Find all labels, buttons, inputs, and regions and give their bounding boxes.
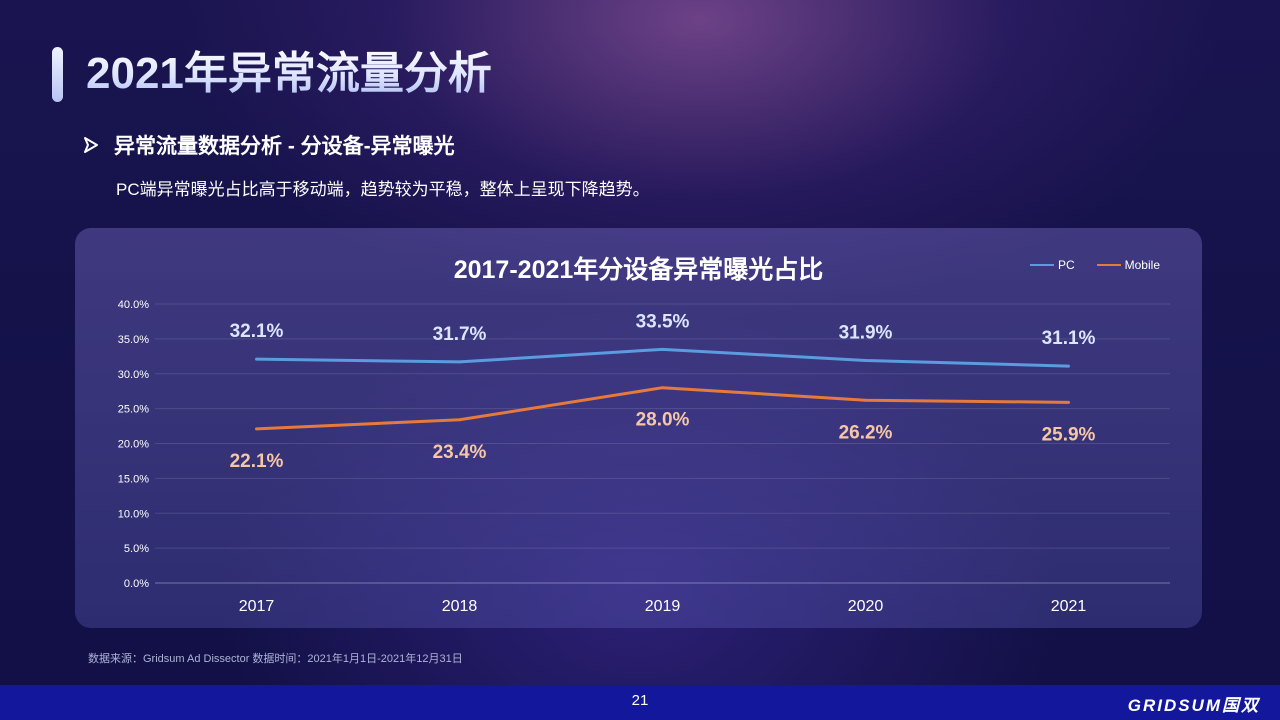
data-source-note: 数据来源：Gridsum Ad Dissector 数据时间：2021年1月1日… (88, 653, 463, 665)
chart-title: 2017-2021年分设备异常曝光占比 (453, 256, 824, 284)
data-point-pc (255, 357, 258, 361)
x-tick-label: 2017 (239, 598, 275, 615)
y-tick-label: 10.0% (118, 508, 149, 520)
line-chart: 0.0% 5.0% 10.0% 15.0% 20.0% 25.0% 30.0% 35.0% 40… (118, 299, 1170, 615)
legend-item-pc: PC (1029, 258, 1075, 272)
data-label-mobile: 26.2% (839, 422, 893, 443)
subhead-text: 异常流量数据分析 - 分设备-异常曝光 (114, 135, 455, 158)
data-point-pc (458, 360, 461, 364)
data-label-mobile: 23.4% (433, 442, 487, 463)
footer-bar: 21 GRIDSUM国双 (0, 685, 1280, 720)
x-tick-label: 2020 (848, 598, 884, 615)
page-title: 2021年异常流量分析 (86, 46, 492, 102)
y-tick-label: 40.0% (118, 299, 149, 311)
chart-legend: PC Mobile (1029, 258, 1160, 272)
legend-label-mobile: Mobile (1124, 258, 1160, 272)
data-point-pc (661, 347, 664, 351)
y-tick-label: 20.0% (118, 439, 149, 451)
legend-item-mobile: Mobile (1096, 258, 1160, 272)
y-tick-label: 25.0% (118, 404, 149, 416)
y-tick-label: 35.0% (118, 334, 149, 346)
data-label-pc: 31.1% (1042, 328, 1096, 349)
x-tick-label: 2019 (645, 598, 681, 615)
data-point-mobile (661, 386, 664, 390)
chart-panel: 2017-2021年分设备异常曝光占比 PC Mobile 0.0% 5.0% 10… (75, 228, 1202, 628)
data-point-mobile (864, 398, 867, 402)
legend-swatch-pc (1029, 264, 1054, 266)
data-label-mobile: 28.0% (636, 410, 690, 431)
data-point-pc (864, 358, 867, 362)
title-accent-bar (52, 47, 63, 102)
y-tick-label: 5.0% (124, 543, 149, 555)
legend-swatch-mobile (1096, 264, 1121, 266)
arrow-right-icon (82, 136, 100, 154)
data-label-pc: 32.1% (230, 321, 284, 342)
data-point-mobile (255, 427, 258, 431)
data-point-pc (1067, 364, 1070, 368)
legend-label-pc: PC (1057, 258, 1075, 272)
gridsum-logo: GRIDSUM国双 (1127, 696, 1260, 715)
series-line-pc (256, 347, 1069, 368)
data-point-mobile (458, 418, 461, 422)
data-label-pc: 31.7% (433, 324, 487, 345)
x-tick-label: 2021 (1051, 598, 1087, 615)
data-point-mobile (1067, 400, 1070, 404)
data-label-pc: 33.5% (636, 311, 690, 332)
data-label-mobile: 25.9% (1042, 424, 1096, 445)
section-subhead: 异常流量数据分析 - 分设备-异常曝光 (82, 130, 455, 160)
y-tick-label: 0.0% (124, 578, 149, 590)
description-text: PC端异常曝光占比高于移动端，趋势较为平稳，整体上呈现下降趋势。 (116, 180, 650, 199)
y-tick-label: 30.0% (118, 369, 149, 381)
page-number: 21 (631, 692, 649, 709)
data-label-pc: 31.9% (839, 322, 893, 343)
x-tick-label: 2018 (442, 598, 478, 615)
data-label-mobile: 22.1% (230, 451, 284, 472)
y-tick-label: 15.0% (118, 473, 149, 485)
